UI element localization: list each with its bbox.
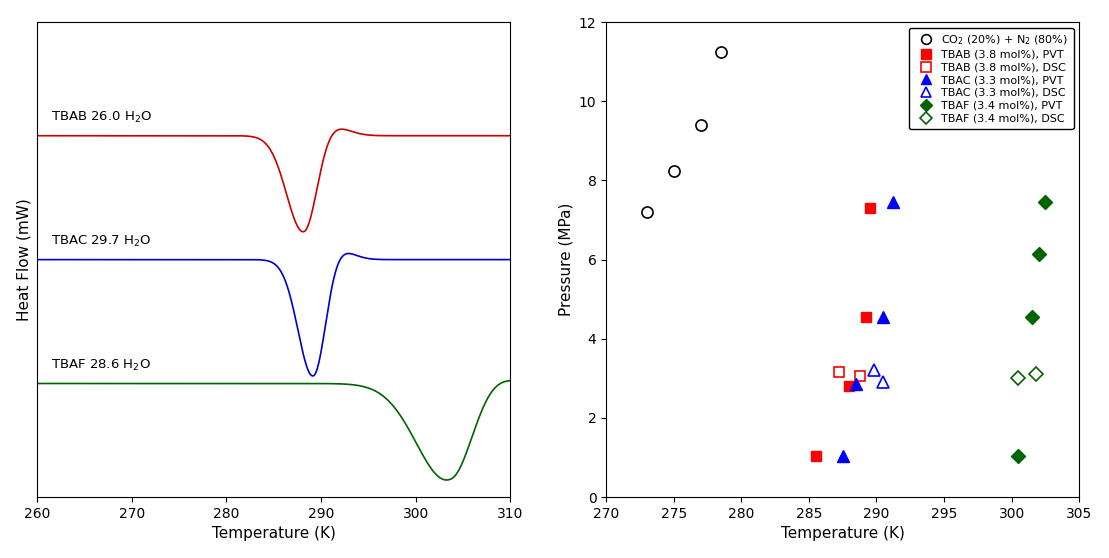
Text: TBAB 26.0 H$_2$O: TBAB 26.0 H$_2$O xyxy=(51,110,153,126)
Legend: CO$_2$ (20%) + N$_2$ (80%), TBAB (3.8 mol%), PVT, TBAB (3.8 mol%), DSC, TBAC (3.: CO$_2$ (20%) + N$_2$ (80%), TBAB (3.8 mo… xyxy=(909,28,1074,129)
X-axis label: Temperature (K): Temperature (K) xyxy=(212,526,336,541)
Text: TBAF 28.6 H$_2$O: TBAF 28.6 H$_2$O xyxy=(51,358,151,373)
Y-axis label: Pressure (MPa): Pressure (MPa) xyxy=(558,203,573,316)
X-axis label: Temperature (K): Temperature (K) xyxy=(781,526,905,541)
Y-axis label: Heat Flow (mW): Heat Flow (mW) xyxy=(17,198,32,321)
Text: TBAC 29.7 H$_2$O: TBAC 29.7 H$_2$O xyxy=(51,234,152,249)
